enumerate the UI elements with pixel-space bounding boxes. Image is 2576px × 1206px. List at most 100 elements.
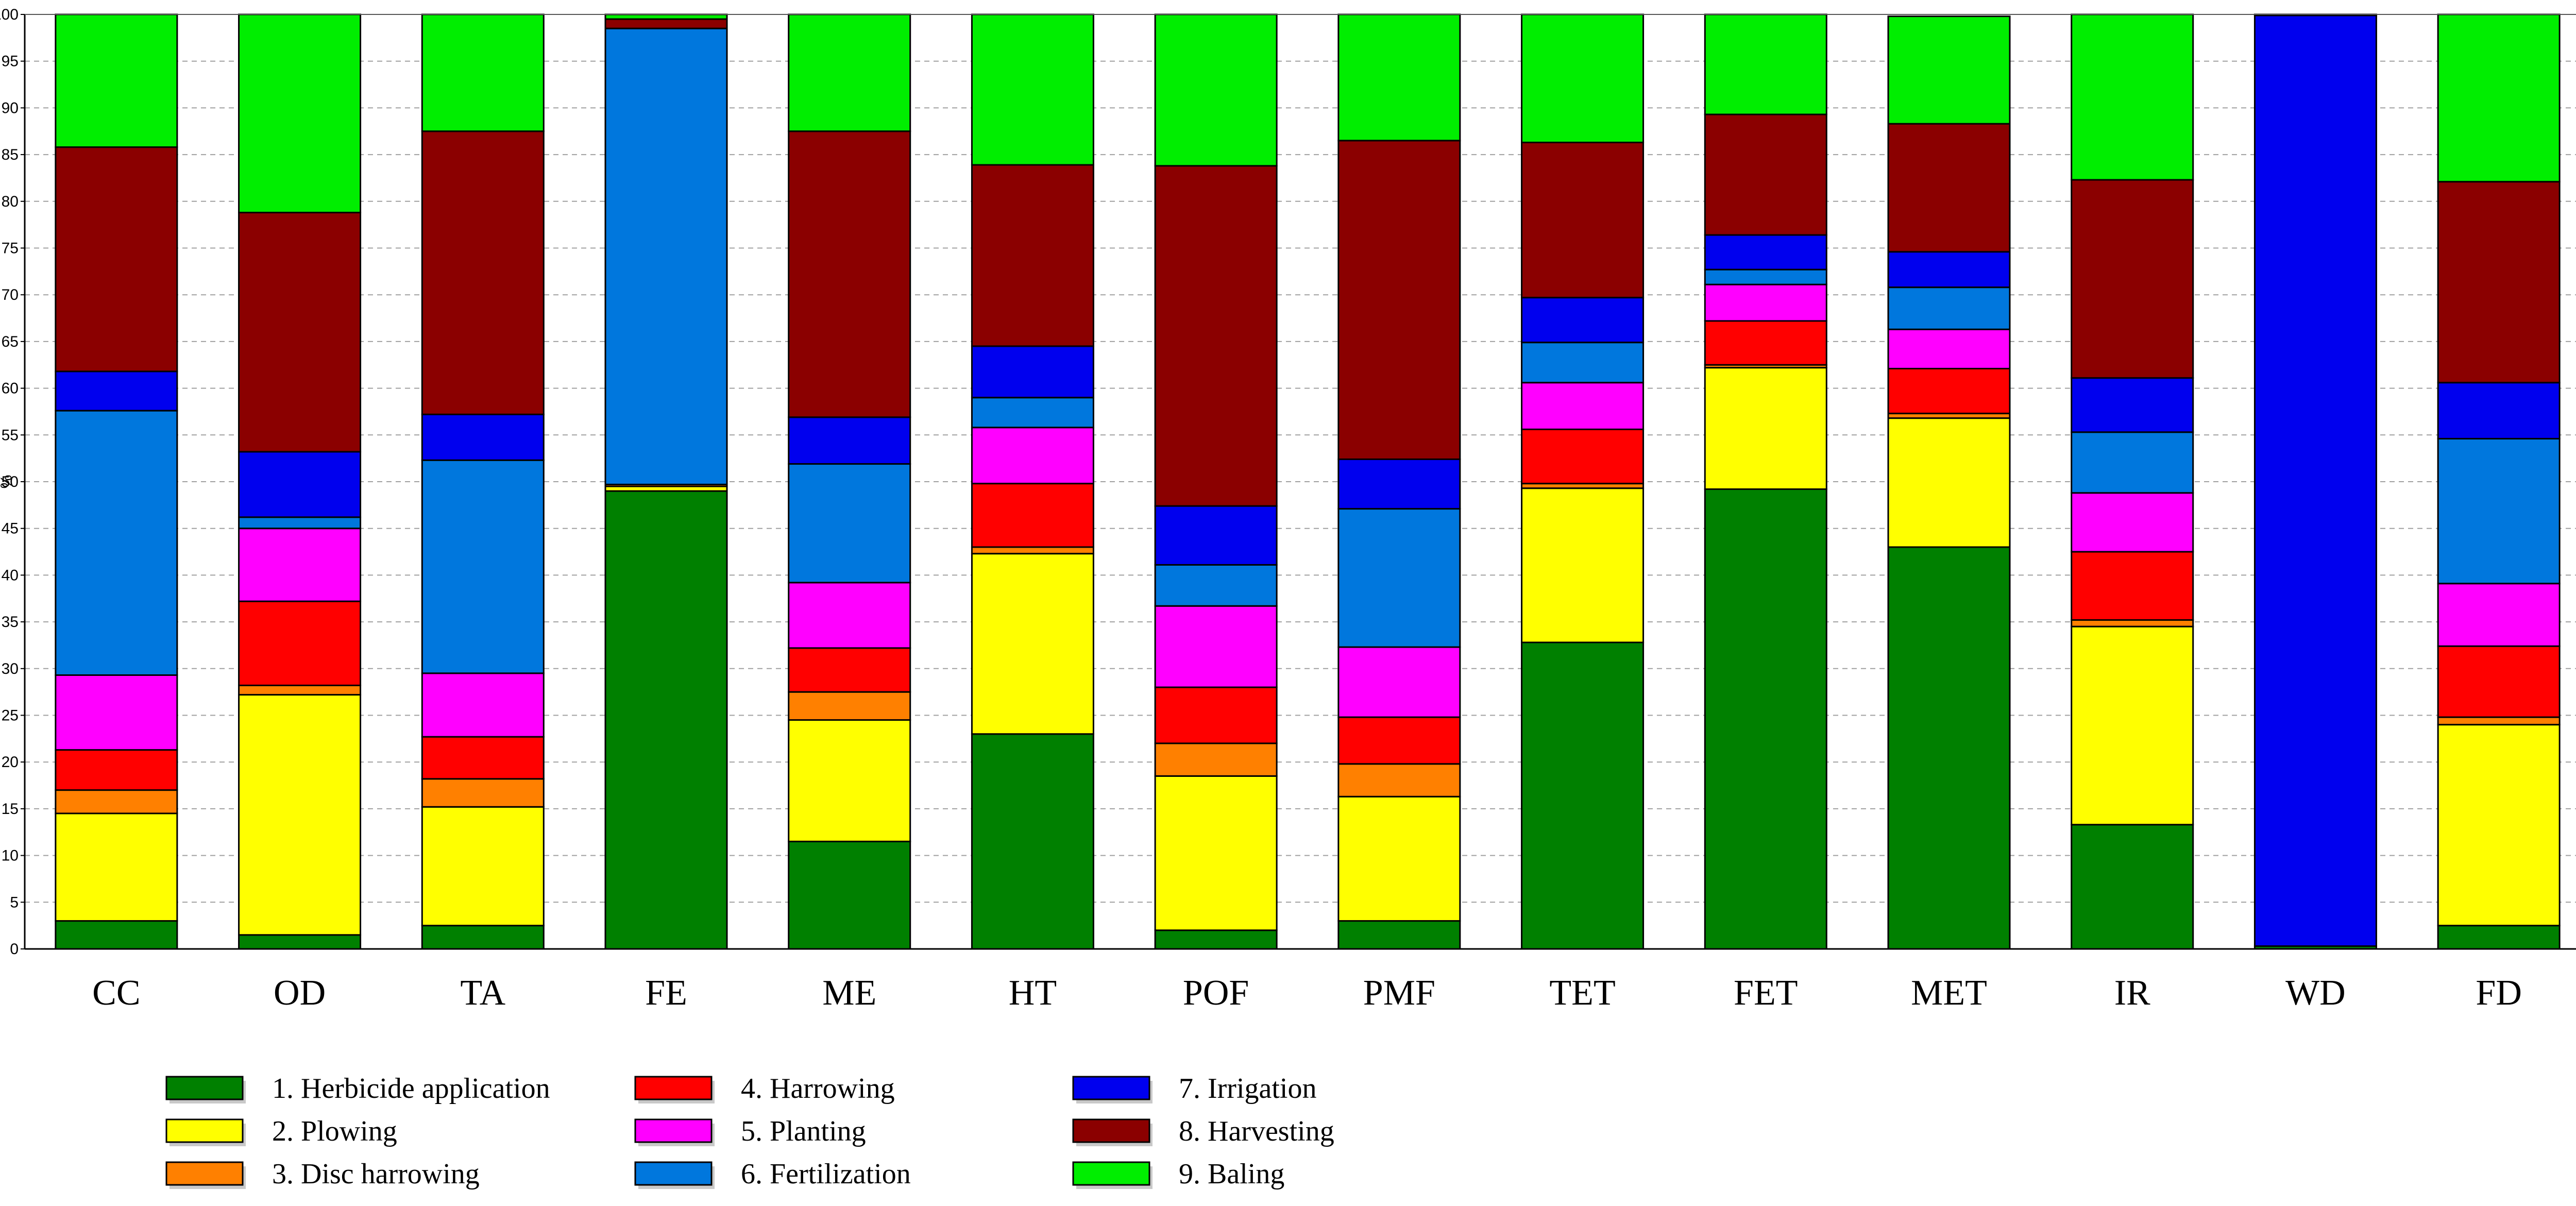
x-tick-label: FE: [645, 973, 687, 1013]
bar-segment: [1887, 286, 2011, 330]
bar-segment: [971, 13, 1094, 166]
bar-segment: [238, 13, 362, 214]
bar-segment: [55, 370, 178, 412]
bar-segment: [421, 130, 545, 415]
x-tick-label: HT: [1009, 973, 1057, 1013]
bar-segment: [971, 345, 1094, 399]
bar-stack-pof: [1154, 13, 1278, 950]
bar-segment: [55, 920, 178, 950]
bar-segment: [2437, 583, 2561, 647]
y-tick-label: 60: [2, 380, 19, 397]
legend-label: 9. Baling: [1179, 1158, 1284, 1190]
y-tick-label: 55: [2, 427, 19, 444]
legend-label: 3. Disc harrowing: [272, 1158, 480, 1190]
bar-segment: [2071, 179, 2194, 379]
bar-segment: [2437, 925, 2561, 950]
legend-swatch: [1072, 1118, 1150, 1143]
bar-segment: [2437, 13, 2561, 183]
y-tick-label: 25: [2, 707, 19, 724]
bar-segment: [238, 600, 362, 686]
legend-item: 9. Baling: [1072, 1158, 1284, 1190]
bar-segment: [2437, 645, 2561, 718]
y-ticks: 0 5 10 15 20 25 30 35 40 45 50 55 60 65 70 75 80 85 90 95 10…: [0, 6, 25, 958]
bar-segment: [1521, 342, 1645, 384]
y-tick-label: 100: [0, 6, 19, 23]
bar-segment: [1521, 487, 1645, 643]
legend-label: 4. Harrowing: [741, 1073, 895, 1105]
bar-segment: [788, 691, 911, 721]
bar-segment: [2437, 438, 2561, 585]
bar-segment: [238, 212, 362, 453]
bar-segment: [238, 451, 362, 518]
bar-segment: [421, 806, 545, 927]
legend-label: 7. Irrigation: [1179, 1073, 1316, 1105]
bar-segment: [55, 13, 178, 148]
bar-segment: [1887, 328, 2011, 370]
bar-segment: [604, 13, 728, 20]
bar-segment: [1154, 775, 1278, 931]
y-tick-label: 75: [2, 240, 19, 257]
bar-segment: [2437, 181, 2561, 384]
bar-segment: [788, 840, 911, 950]
legend: 1. Herbicide application 2. Plowing 3. Dis…: [165, 1073, 1334, 1190]
bar-segment: [1154, 13, 1278, 167]
x-tick-label: OD: [274, 973, 326, 1013]
bar-segment: [1704, 234, 1827, 270]
legend-label: 2. Plowing: [272, 1115, 397, 1147]
legend-swatch: [634, 1118, 713, 1143]
y-tick-label: 50: [2, 473, 19, 490]
bar-segment: [1154, 165, 1278, 507]
bar-segment: [971, 733, 1094, 950]
bar-segment: [788, 416, 911, 465]
bar-stack-me: [788, 13, 911, 950]
legend-swatch: [165, 1161, 244, 1186]
bar-stack-ht: [971, 13, 1094, 950]
bar-stack-fet: [1704, 13, 1827, 950]
bar-segment: [1704, 13, 1827, 115]
legend-item: 6. Fertilization: [634, 1158, 911, 1190]
bar-segment: [1521, 297, 1645, 344]
bar-segment: [55, 410, 178, 676]
bar-segment: [2071, 431, 2194, 494]
bar-segment: [238, 528, 362, 602]
bar-segment: [2071, 625, 2194, 826]
bar-segment: [1154, 605, 1278, 688]
bar-segment: [1704, 367, 1827, 490]
bar-segment: [1704, 268, 1827, 285]
bar-stack-met: [1887, 15, 2011, 950]
bar-segment: [2071, 492, 2194, 553]
bar-segment: [1887, 251, 2011, 288]
y-axis-label: %: [0, 475, 15, 489]
bar-segment: [971, 397, 1094, 429]
y-tick-label: 0: [10, 941, 19, 958]
bar-stack-tet: [1521, 13, 1645, 950]
bar-segment: [1521, 382, 1645, 430]
bar-segment: [1887, 123, 2011, 253]
legend-swatch: [165, 1076, 244, 1100]
bar-segment: [788, 582, 911, 649]
bar-segment: [1337, 795, 1461, 922]
bar-segment: [1337, 920, 1461, 950]
x-tick-label: POF: [1183, 973, 1249, 1013]
bar-stack-ir: [2071, 13, 2194, 950]
bar-stack-fd: [2437, 13, 2561, 950]
x-tick-label: IR: [2114, 973, 2150, 1013]
bar-segment: [238, 934, 362, 950]
bar-segment: [971, 427, 1094, 485]
bar-segment: [1337, 646, 1461, 718]
legend-item: 3. Disc harrowing: [165, 1158, 480, 1190]
bar-segment: [1887, 15, 2011, 125]
legend-swatch: [634, 1161, 713, 1186]
bar-segment: [238, 684, 362, 696]
bar-segment: [421, 925, 545, 950]
bar-segment: [1154, 742, 1278, 777]
legend-item: 4. Harrowing: [634, 1073, 895, 1105]
bar-segment: [1521, 142, 1645, 299]
x-tick-label: PMF: [1363, 973, 1435, 1013]
bar-segment: [2437, 382, 2561, 440]
bars: [55, 13, 2561, 950]
bar-segment: [788, 647, 911, 693]
x-tick-label: FD: [2476, 973, 2521, 1013]
bar-segment: [55, 749, 178, 791]
